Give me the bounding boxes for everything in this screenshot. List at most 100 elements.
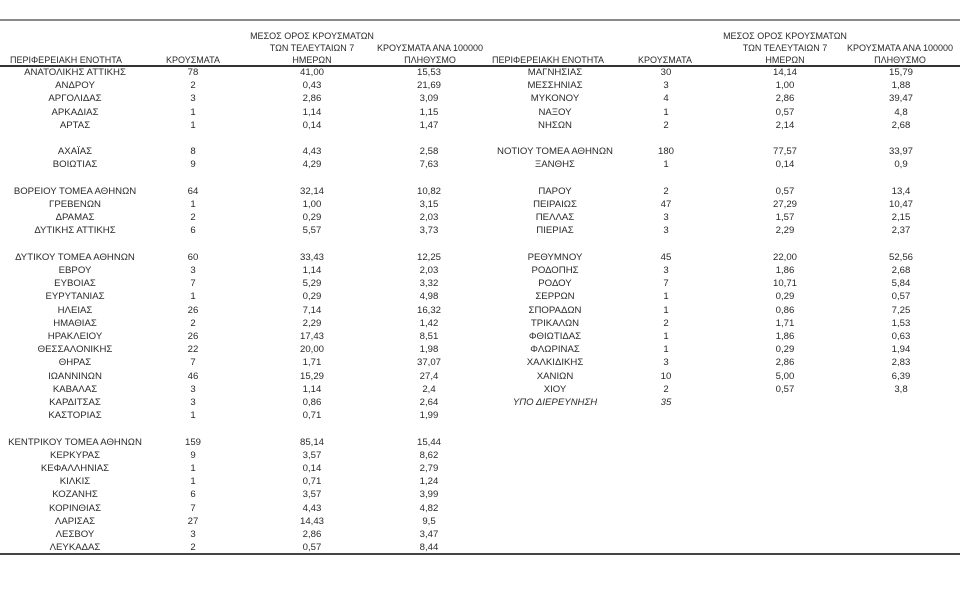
rate-cell: 2,68 xyxy=(891,119,911,131)
rate-cell: 2,68 xyxy=(891,265,911,276)
header-avg-3: ΗΜΕΡΩΝ xyxy=(765,55,805,65)
avg-cell: 33,43 xyxy=(299,251,324,263)
region-cell: ΥΠΟ ΔΙΕΡΕΥΝΗΣΗ xyxy=(512,397,598,408)
region-cell: ΠΙΕΡΙΑΣ xyxy=(536,225,574,237)
cases-cell: 3 xyxy=(663,357,669,369)
header-rule xyxy=(0,65,960,67)
avg-cell: 27,29 xyxy=(772,199,797,210)
region-cell: ΙΩΑΝΝΙΝΩΝ xyxy=(48,370,102,382)
rate-cell: 1,15 xyxy=(419,106,439,118)
rate-cell: 1,42 xyxy=(419,317,439,329)
header-region: ΠΕΡΙΦΕΡΕΙΑΚΗ ΕΝΟΤΗΤΑ xyxy=(492,55,605,65)
avg-cell: 0,71 xyxy=(302,410,322,422)
avg-cell: 14,43 xyxy=(299,515,324,527)
region-cell: ΠΕΙΡΑΙΩΣ xyxy=(533,199,577,210)
rate-cell: 21,69 xyxy=(416,80,441,92)
region-cell: ΛΕΣΒΟΥ xyxy=(55,529,95,540)
avg-cell: 85,14 xyxy=(299,436,324,448)
region-cell: ΝΟΤΙΟΥ ΤΟΜΕΑ ΑΘΗΝΩΝ xyxy=(497,146,613,158)
rate-cell: 10,82 xyxy=(416,185,441,197)
avg-cell: 1,14 xyxy=(302,383,322,395)
rate-cell: 10,47 xyxy=(888,199,913,210)
region-cell: ΠΕΛΛΑΣ xyxy=(535,212,575,224)
region-cell: ΗΡΑΚΛΕΙΟΥ xyxy=(47,331,103,342)
rate-cell: 3,15 xyxy=(419,199,439,210)
region-cell: ΚΑΡΔΙΤΣΑΣ xyxy=(49,397,101,408)
cases-cell: 60 xyxy=(187,251,199,263)
cases-cell: 2 xyxy=(663,383,669,395)
rate-cell: 1,53 xyxy=(891,317,911,329)
region-cell: ΑΝΔΡΟΥ xyxy=(55,80,95,92)
avg-cell: 1,86 xyxy=(775,265,795,276)
rate-cell: 16,32 xyxy=(416,304,441,316)
rate-cell: 4,82 xyxy=(419,502,439,514)
region-cell: ΔΥΤΙΚΗΣ ΑΤΤΙΚΗΣ xyxy=(34,225,116,237)
avg-cell: 0,29 xyxy=(302,212,322,224)
avg-cell: 3,57 xyxy=(302,489,322,501)
region-cell: ΡΟΔΟΠΗΣ xyxy=(531,265,579,276)
avg-cell: 0,14 xyxy=(775,159,795,171)
region-cell: ΚΕΡΚΥΡΑΣ xyxy=(49,449,100,461)
region-cell: ΚΑΒΑΛΑΣ xyxy=(52,383,98,395)
region-cell: ΦΛΩΡΙΝΑΣ xyxy=(530,344,580,356)
avg-cell: 0,29 xyxy=(775,344,795,356)
avg-cell: 0,29 xyxy=(302,291,322,303)
cases-cell: 9 xyxy=(190,159,196,171)
top-rule xyxy=(0,19,960,21)
avg-cell: 17,43 xyxy=(299,331,324,342)
region-cell: ΡΟΔΟΥ xyxy=(538,278,572,290)
rate-cell: 1,88 xyxy=(891,80,911,92)
rate-cell: 39,47 xyxy=(888,93,913,105)
cases-cell: 180 xyxy=(657,146,674,158)
rate-cell: 2,64 xyxy=(419,397,439,408)
bottom-rule xyxy=(0,553,960,555)
region-cell: ΤΡΙΚΑΛΩΝ xyxy=(530,317,580,329)
cases-cell: 1 xyxy=(190,291,196,303)
region-cell: ΜΑΓΝΗΣΙΑΣ xyxy=(527,67,583,78)
header-avg-2: ΤΩΝ ΤΕΛΕΥΤΑΙΩΝ 7 xyxy=(269,43,355,53)
rate-cell: 15,79 xyxy=(888,67,913,78)
region-cell: ΧΑΛΚΙΔΙΚΗΣ xyxy=(526,357,584,369)
rate-cell: 3,47 xyxy=(419,529,439,540)
rate-cell: 0,57 xyxy=(891,291,911,303)
region-cell: ΓΡΕΒΕΝΩΝ xyxy=(49,199,101,210)
rate-cell: 27,4 xyxy=(419,370,439,382)
cases-cell: 1 xyxy=(190,476,196,488)
header-rate-2: ΠΛΗΘΥΣΜΟ xyxy=(404,55,456,65)
avg-cell: 41,00 xyxy=(299,67,324,78)
region-cell: ΣΕΡΡΩΝ xyxy=(535,291,575,303)
region-cell: ΕΥΒΟΙΑΣ xyxy=(54,278,96,290)
avg-cell: 20,00 xyxy=(299,344,324,356)
header-avg-3: ΗΜΕΡΩΝ xyxy=(292,55,332,65)
rate-cell: 1,98 xyxy=(419,344,439,356)
header-rate-1: ΚΡΟΥΣΜΑΤΑ ΑΝΑ 100000 xyxy=(847,43,953,53)
cases-cell: 10 xyxy=(660,370,672,382)
avg-cell: 5,00 xyxy=(775,370,795,382)
region-cell: ΘΕΣΣΑΛΟΝΙΚΗΣ xyxy=(37,344,113,356)
avg-cell: 1,00 xyxy=(302,199,322,210)
header-avg-1: ΜΕΣΟΣ ΟΡΟΣ ΚΡΟΥΣΜΑΤΩΝ xyxy=(250,31,374,41)
region-cell: ΡΕΘΥΜΝΟΥ xyxy=(527,251,583,263)
region-cell: ΞΑΝΘΗΣ xyxy=(535,159,575,171)
avg-cell: 0,57 xyxy=(775,383,795,395)
avg-cell: 1,71 xyxy=(775,317,795,329)
region-cell: ΒΟΡΕΙΟΥ ΤΟΜΕΑ ΑΘΗΝΩΝ xyxy=(13,185,137,197)
rate-cell: 8,62 xyxy=(419,449,439,461)
cases-cell: 8 xyxy=(190,146,196,158)
rate-cell: 15,53 xyxy=(416,67,441,78)
cases-cell: 3 xyxy=(190,397,196,408)
cases-cell: 7 xyxy=(663,278,669,290)
region-cell: ΔΥΤΙΚΟΥ ΤΟΜΕΑ ΑΘΗΝΩΝ xyxy=(15,251,135,263)
rate-cell: 0,63 xyxy=(891,331,911,342)
rate-cell: 6,39 xyxy=(891,370,911,382)
cases-cell: 22 xyxy=(187,344,199,356)
rate-cell: 1,24 xyxy=(419,476,439,488)
region-cell: ΑΝΑΤΟΛΙΚΗΣ ΑΤΤΙΚΗΣ xyxy=(24,67,126,78)
cases-cell: 3 xyxy=(663,80,669,92)
cases-cell: 78 xyxy=(187,67,199,78)
region-cell: ΘΗΡΑΣ xyxy=(58,357,92,369)
region-cell: ΕΥΡΥΤΑΝΙΑΣ xyxy=(45,291,105,303)
cases-cell: 1 xyxy=(663,331,669,342)
avg-cell: 77,57 xyxy=(772,146,797,158)
rate-cell: 52,56 xyxy=(888,251,913,263)
